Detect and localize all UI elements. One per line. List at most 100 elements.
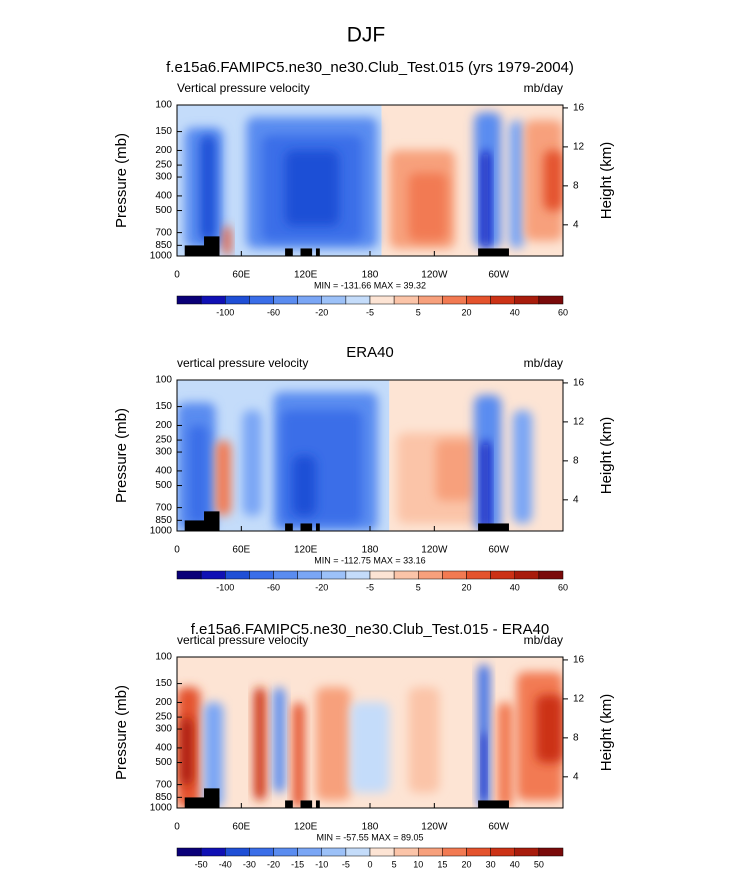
colorbar-swatch [321, 295, 347, 305]
left-label: vertical pressure velocity [177, 356, 308, 370]
colorbar-label: 15 [437, 859, 447, 869]
colorbar-swatch [225, 570, 250, 580]
x-tick-label: 120E [294, 822, 318, 833]
colorbar-label: 30 [486, 859, 496, 869]
topography [285, 800, 293, 808]
colorbar-swatch [345, 570, 371, 580]
topography [315, 800, 320, 808]
contour-region [285, 150, 340, 226]
topography [184, 520, 220, 531]
topography [204, 511, 220, 531]
colorbar-swatch [225, 847, 250, 857]
contour-region [242, 410, 262, 516]
topography [285, 523, 293, 531]
colorbar-swatch [200, 847, 226, 857]
colorbar-swatch [273, 295, 298, 305]
y2-tick-label: 16 [573, 103, 585, 114]
x-tick-label: 120W [421, 545, 448, 556]
colorbar-label: 40 [510, 307, 520, 317]
y-tick-label: 100 [155, 375, 172, 386]
y2-tick-label: 8 [573, 180, 579, 191]
colorbar-label: -20 [267, 859, 280, 869]
y-tick-label: 850 [155, 515, 172, 526]
x-tick-label: 0 [174, 270, 180, 281]
topography [478, 800, 509, 808]
colorbar-swatch [538, 295, 564, 305]
y-tick-label: 700 [155, 502, 172, 513]
y-axis-label: Pressure (mb) [113, 133, 130, 228]
contour-region [204, 702, 224, 808]
topography [300, 800, 313, 808]
colorbar-label: -60 [267, 582, 280, 592]
contour-field [177, 657, 563, 808]
x-tick-label: 0 [174, 545, 180, 556]
colorbar-swatch [273, 847, 298, 857]
colorbar-swatch [273, 570, 298, 580]
colorbar-label: 20 [461, 307, 471, 317]
contour-region [508, 120, 525, 249]
colorbar-swatch [200, 295, 226, 305]
x-tick-label: 120E [294, 545, 318, 556]
contour-region [481, 732, 486, 801]
contour-region [180, 717, 193, 786]
panel-title: ERA40 [346, 344, 394, 361]
colorbar-swatch [418, 570, 443, 580]
colorbar-swatch [200, 570, 226, 580]
right-label: mb/day [524, 81, 563, 95]
colorbar-swatch [514, 847, 540, 857]
y-tick-label: 850 [155, 792, 172, 803]
colorbar-swatch [393, 847, 419, 857]
colorbar-swatch [321, 847, 347, 857]
y-tick-label: 700 [155, 779, 172, 790]
colorbar-label: -50 [195, 859, 208, 869]
topography [285, 248, 293, 256]
topography [478, 248, 509, 256]
colorbar-label: -5 [366, 307, 374, 317]
y-tick-label: 500 [155, 205, 172, 216]
colorbar-label: -30 [243, 859, 256, 869]
contour-region [350, 702, 390, 793]
y-tick-label: 250 [155, 712, 172, 723]
topography [478, 523, 509, 531]
y-tick-label: 300 [155, 172, 172, 183]
x-tick-label: 60W [488, 822, 509, 833]
y-tick-label: 500 [155, 757, 172, 768]
contour-region [497, 702, 513, 808]
left-label: Vertical pressure velocity [177, 81, 310, 95]
colorbar-swatch [176, 570, 202, 580]
colorbar-swatch [466, 295, 491, 305]
y-axis-label: Pressure (mb) [113, 408, 130, 503]
y-tick-label: 300 [155, 447, 172, 458]
colorbar-swatch [466, 847, 491, 857]
y-tick-label: 700 [155, 227, 172, 238]
x-tick-label: 60E [232, 822, 250, 833]
y-tick-label: 250 [155, 160, 172, 171]
colorbar-label: -100 [216, 582, 234, 592]
colorbar-label: -20 [315, 582, 328, 592]
colorbar-label: 50 [534, 859, 544, 869]
y2-tick-label: 8 [573, 732, 579, 743]
x-tick-label: 120W [421, 270, 448, 281]
contour-field [177, 380, 563, 531]
y-tick-label: 100 [155, 100, 172, 111]
colorbar-swatch [442, 847, 467, 857]
colorbar-swatch [538, 570, 564, 580]
x-tick-label: 180 [362, 822, 379, 833]
colorbar-swatch [418, 295, 443, 305]
y-tick-label: 200 [155, 145, 172, 156]
topography [315, 248, 320, 256]
colorbar-label: -60 [267, 307, 280, 317]
colorbar-swatch [249, 847, 274, 857]
colorbar-swatch [514, 295, 540, 305]
colorbar-label: -5 [366, 582, 374, 592]
topography [204, 788, 220, 808]
y-tick-label: 300 [155, 724, 172, 735]
y2-tick-label: 12 [573, 417, 585, 428]
contour-region [292, 455, 316, 516]
colorbar-label: -5 [342, 859, 350, 869]
colorbar-swatch [418, 847, 443, 857]
y2-tick-label: 16 [573, 655, 585, 666]
contour-region [200, 135, 216, 241]
figure-title: DJF [347, 24, 386, 47]
y-tick-label: 500 [155, 480, 172, 491]
